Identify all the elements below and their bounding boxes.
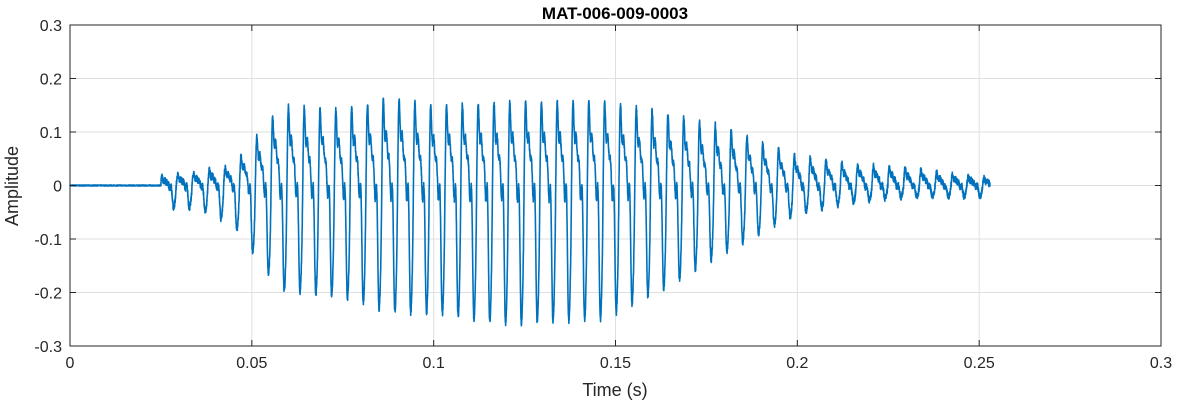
x-tick-label: 0.15 [600,355,631,372]
y-axis-label: Amplitude [2,146,22,226]
y-tick-label: -0.3 [34,339,62,356]
x-tick-label: 0.3 [1150,355,1172,372]
axis-ticks: 0 0.05 0.1 0.15 0.2 0.25 0.3 -0.3 -0.2 -0.1 0 0.1 0.… [34,18,1172,372]
waveform-line [69,97,991,327]
y-tick-label: 0.2 [40,72,62,89]
y-tick-label: 0.1 [40,125,62,142]
x-tick-label: 0 [66,355,75,372]
y-tick-label: -0.1 [34,232,62,249]
y-tick-label: -0.2 [34,286,62,303]
x-tick-label: 0.1 [423,355,445,372]
plot-area [69,97,991,327]
x-tick-label: 0.05 [236,355,267,372]
x-axis-label: Time (s) [582,380,647,400]
chart-title: MAT-006-009-0003 [542,4,688,23]
x-tick-label: 0.25 [964,355,995,372]
y-tick-label: 0 [53,179,62,196]
y-tick-label: 0.3 [40,18,62,35]
x-tick-label: 0.2 [786,355,808,372]
